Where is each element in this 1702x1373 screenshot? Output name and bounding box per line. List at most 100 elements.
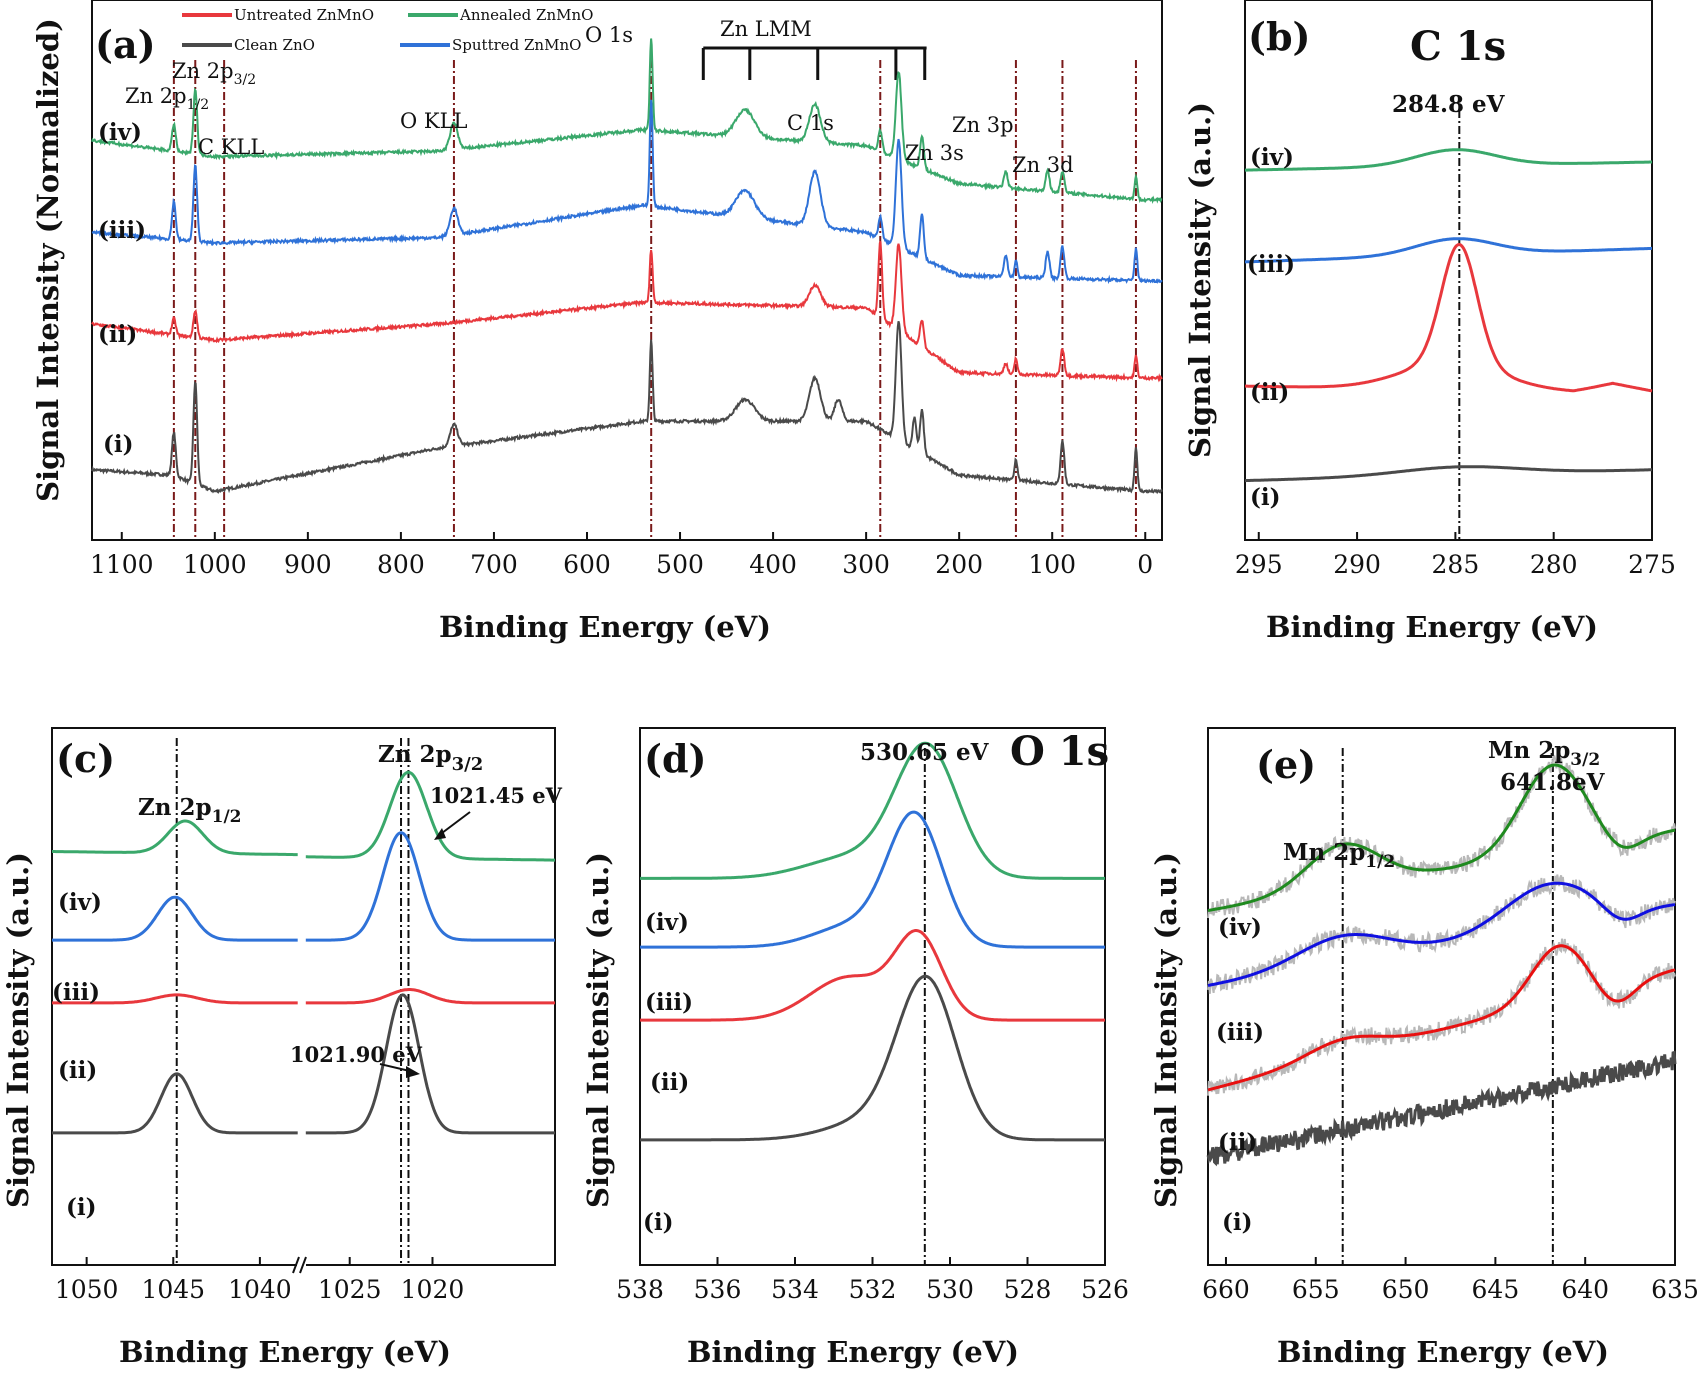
panel-label-b: (b) [1248, 14, 1311, 59]
spectrum-line-iv [1245, 148, 1652, 172]
annotation-284-8: 284.8 eV [1392, 91, 1506, 118]
x-tick-label: 1050 [55, 1275, 119, 1304]
series-label-i: (i) [66, 1194, 97, 1221]
x-tick-label: 536 [694, 1275, 742, 1304]
x-tick-label: 528 [1004, 1275, 1052, 1304]
series-label-i: (i) [1250, 484, 1281, 511]
x-tick-label: 100 [1028, 550, 1076, 579]
x-axis-title-e: Binding Energy (eV) [1277, 1335, 1609, 1369]
annotation-c1s: C 1s [787, 111, 834, 135]
spectrum-line-ii [52, 993, 298, 1005]
annotation-zn3d: Zn 3d [1012, 153, 1074, 177]
series-label-iii: (iii) [1216, 1019, 1264, 1046]
spectrum-line-ii [1245, 242, 1653, 393]
x-tick-label: 275 [1628, 550, 1676, 579]
x-tick-label: 534 [771, 1275, 819, 1304]
spectrum-line-ii [1207, 944, 1676, 1092]
spectrum-line-iii [1245, 237, 1652, 264]
spectrum-line-iii [305, 831, 555, 942]
x-tick-label: 500 [656, 550, 704, 579]
x-tick-label: 640 [1561, 1275, 1609, 1304]
x-axis-title-c: Binding Energy (eV) [119, 1335, 451, 1369]
series-label-iv: (iv) [98, 119, 142, 146]
panel-title-b: C 1s [1410, 23, 1506, 70]
spectrum-line-iii [52, 895, 298, 942]
x-tick-label: 532 [849, 1275, 897, 1304]
series-label-ii: (ii) [98, 321, 137, 348]
x-tick-label: 800 [377, 550, 425, 579]
x-tick-label: 635 [1651, 1275, 1699, 1304]
annotation-okll: O KLL [400, 109, 468, 133]
spectrum-line-iv [305, 770, 555, 862]
spectrum-line-iii [640, 810, 1105, 949]
y-axis-title-d: Signal Intensity (a.u.) [581, 852, 615, 1208]
series-label-ii: (ii) [1250, 379, 1289, 406]
x-tick-label: 0 [1137, 550, 1153, 579]
legend-untreated: Untreated ZnMnO [234, 6, 374, 24]
series-label-iii: (iii) [52, 979, 100, 1006]
annotation-ckll: C KLL [198, 135, 264, 159]
series-label-i: (i) [1222, 1209, 1253, 1236]
annotation-mn2p32: Mn 2p3/2 [1488, 737, 1600, 770]
legend-sputtered: Sputtred ZnMnO [452, 36, 581, 54]
x-tick-label: 600 [563, 550, 611, 579]
spectrum-line-i [1206, 1050, 1677, 1167]
x-tick-label: 650 [1382, 1275, 1430, 1304]
x-tick-label: 538 [616, 1275, 664, 1304]
x-tick-label: 530 [926, 1275, 974, 1304]
x-tick-label: 290 [1333, 550, 1381, 579]
plot-frame [1207, 727, 1676, 1266]
y-axis-title-e: Signal Intensity (a.u.) [1149, 852, 1183, 1208]
spectrum-line-iv [640, 741, 1105, 880]
series-label-iv: (iv) [1218, 914, 1262, 941]
panel-title-d: O 1s [1010, 728, 1109, 775]
annotation-zn3s: Zn 3s [905, 141, 964, 165]
spectrum-line-ii [305, 988, 555, 1005]
axis-break [297, 1261, 306, 1269]
annotation-mn2p12: Mn 2p1/2 [1283, 839, 1395, 872]
panel-c: 1050 1045 1040 1025 1020 [51, 727, 556, 1304]
panel-label-d: (d) [644, 736, 707, 781]
series-label-ii: (ii) [1218, 1129, 1257, 1156]
x-tick-label: 660 [1202, 1275, 1250, 1304]
x-tick-label: 1025 [318, 1275, 382, 1304]
x-tick-label: 295 [1235, 550, 1283, 579]
spectrum-line-ii [640, 929, 1105, 1022]
annotation-zn2p12: Zn 2p1/2 [138, 794, 241, 827]
panel-a: 1100 1000 900 800 700 600 500 400 300 200 100 0 [90, 0, 1163, 579]
panel-d: 538 536 534 532 530 528 526 [616, 727, 1129, 1304]
x-axis-title-a: Binding Energy (eV) [439, 610, 771, 644]
annotation-1021-45: 1021.45 eV [430, 783, 563, 808]
series-label-iv: (iv) [1250, 144, 1294, 171]
spectrum-line-iv [52, 819, 298, 857]
annotation-641-8: 641.8eV [1500, 769, 1606, 796]
spectrum-line-iv [1207, 763, 1676, 912]
x-tick-label: 200 [935, 550, 983, 579]
x-tick-label: 300 [842, 550, 890, 579]
x-tick-label: 1045 [141, 1275, 205, 1304]
raw-spectrum-line [1207, 874, 1676, 994]
panel-e: 660 655 650 645 640 635 [1202, 727, 1699, 1304]
x-tick-label: 1040 [228, 1275, 292, 1304]
x-tick-label: 1100 [90, 550, 154, 579]
y-axis-title-a: Signal Intensity (Normalized) [31, 18, 65, 502]
y-axis-title-c: Signal Intensity (a.u.) [1, 852, 35, 1208]
x-tick-label: 1000 [183, 550, 247, 579]
legend-clean: Clean ZnO [234, 36, 315, 54]
legend: Untreated ZnMnO Annealed ZnMnO Clean ZnO… [182, 6, 593, 54]
annotation-530-65: 530.65 eV [860, 739, 990, 766]
plot-frame [91, 0, 1163, 541]
x-tick-label: 280 [1530, 550, 1578, 579]
x-tick-label: 700 [470, 550, 518, 579]
spectrum-line-iii [1207, 881, 1676, 987]
plot-frame [1244, 0, 1653, 541]
series-label-ii: (ii) [58, 1057, 97, 1084]
plot-frame [51, 727, 556, 1266]
x-tick-label: 900 [284, 550, 332, 579]
spectrum-line-iv [91, 38, 1163, 205]
annotation-zn2p32: Zn 2p3/2 [172, 59, 256, 88]
plot-frame [639, 727, 1106, 1266]
x-tick-label: 655 [1292, 1275, 1340, 1304]
spectrum-line-i [640, 974, 1105, 1142]
